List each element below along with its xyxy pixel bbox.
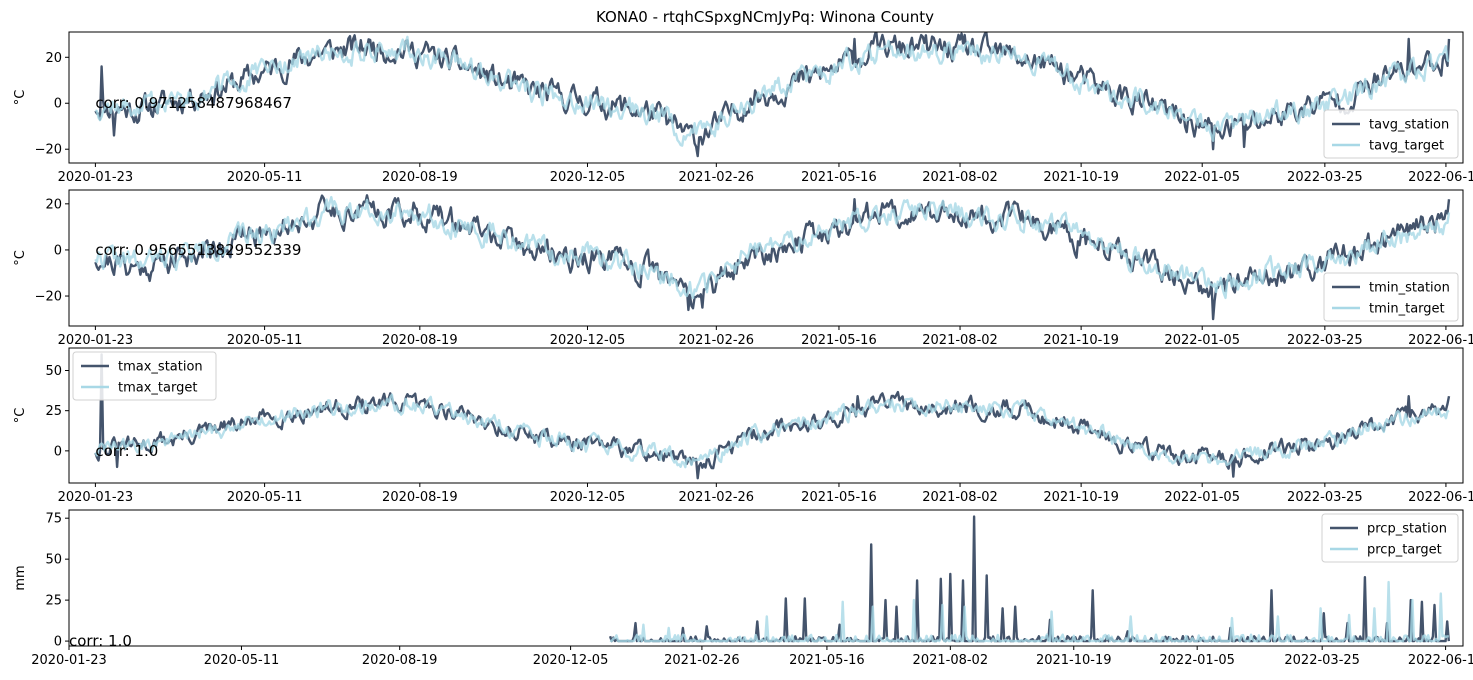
legend-label: tmax_station [118, 360, 203, 375]
y-axis-label: °C [13, 408, 28, 424]
axes-frame [68, 509, 1464, 647]
x-tick-label: 2020-08-19 [382, 490, 458, 505]
legend-label: tmin_station [1369, 281, 1450, 296]
y-axis-label: °C [13, 90, 28, 106]
plot-area [94, 32, 1451, 158]
y-axis-label: mm [13, 565, 28, 590]
x-tick-label: 2022-06-11 [1408, 653, 1473, 668]
x-tick-label: 2022-01-05 [1164, 333, 1240, 348]
tmin_target-line [94, 195, 1451, 300]
plot-area [94, 194, 1451, 321]
x-tick-label: 2020-05-11 [227, 490, 303, 505]
tmax_target-line [94, 393, 1450, 469]
y-tick-label: 0 [54, 635, 62, 650]
legend: tmin_station tmin_target [1323, 272, 1459, 322]
x-tick-label: 2021-02-26 [679, 170, 755, 185]
x-tick-label: 2022-01-05 [1164, 170, 1240, 185]
x-tick-label: 2022-01-05 [1164, 490, 1240, 505]
tavg_target-line [94, 35, 1450, 147]
plot-area [608, 515, 1450, 643]
x-tick-label: 2020-01-23 [58, 170, 134, 185]
x-tick-label: 2022-03-25 [1287, 170, 1363, 185]
y-tick-label: 0 [54, 97, 62, 112]
subplot-tmin: −20 0 20 2020-01-23 2020-05-11 2020-08-19 2020… [13, 189, 1473, 348]
legend-label: prcp_station [1367, 522, 1447, 537]
x-tick-label: 2021-10-19 [1036, 653, 1112, 668]
x-tick-label: 2021-02-26 [679, 333, 755, 348]
x-tick-label: 2020-01-23 [58, 490, 134, 505]
subplot-prcp: 0 25 50 75 2020-01-23 2020-05-11 2020-08-19 202… [13, 509, 1473, 668]
y-tick-label: −20 [35, 290, 62, 305]
y-tick-label: 75 [45, 512, 62, 527]
x-tick-label: 2022-03-25 [1287, 490, 1363, 505]
x-tick-label: 2021-10-19 [1043, 170, 1119, 185]
legend: tavg_station tavg_target [1323, 109, 1459, 159]
x-tick-label: 2020-12-05 [533, 653, 609, 668]
figure-title: KONA0 - rtqhCSpxgNCmJyPq: Winona County [596, 8, 934, 26]
axes-frame [68, 189, 1464, 327]
x-tick-label: 2022-01-05 [1159, 653, 1235, 668]
x-tick-label: 2020-08-19 [362, 653, 438, 668]
prcp_target-line [609, 580, 1449, 643]
y-axis-label: °C [13, 250, 28, 266]
y-tick-label: 25 [45, 594, 62, 609]
x-tick-label: 2020-05-11 [227, 170, 303, 185]
x-tick-label: 2020-01-23 [31, 653, 107, 668]
x-tick-label: 2020-08-19 [382, 170, 458, 185]
tavg_station-line [94, 32, 1451, 158]
legend-label: tavg_station [1369, 118, 1449, 133]
y-tick-label: 20 [45, 197, 62, 212]
axes-frame [68, 31, 1464, 164]
x-tick-label: 2021-05-16 [801, 170, 877, 185]
plot-area [94, 353, 1451, 480]
y-tick-label: 0 [54, 243, 62, 258]
y-tick-label: −20 [35, 143, 62, 158]
x-tick-label: 2021-10-19 [1043, 333, 1119, 348]
axes-frame [68, 347, 1464, 484]
legend-label: tmin_target [1369, 302, 1445, 317]
x-tick-label: 2020-12-05 [550, 490, 626, 505]
correlation-annotation: corr: 1.0 [69, 632, 132, 650]
subplot-tavg: −20 0 20 2020-01-23 2020-05-11 2020-08-19 2020… [13, 31, 1473, 185]
x-tick-label: 2022-03-25 [1287, 333, 1363, 348]
x-tick-label: 2020-05-11 [227, 333, 303, 348]
tmax_station-line [94, 353, 1451, 480]
y-tick-label: 0 [54, 444, 62, 459]
x-tick-label: 2022-06-11 [1408, 333, 1473, 348]
x-tick-label: 2022-06-11 [1408, 490, 1473, 505]
y-tick-label: 50 [45, 553, 62, 568]
x-tick-label: 2021-08-02 [913, 653, 989, 668]
x-tick-label: 2022-06-11 [1408, 170, 1473, 185]
correlation-annotation: corr: 0.971258487968467 [95, 94, 292, 112]
legend-label: tmax_target [118, 381, 197, 396]
x-tick-label: 2021-08-02 [922, 333, 998, 348]
x-tick-label: 2020-01-23 [58, 333, 134, 348]
legend: tmax_station tmax_target [72, 351, 217, 401]
y-tick-label: 20 [45, 51, 62, 66]
x-tick-label: 2021-05-16 [789, 653, 865, 668]
legend-label: prcp_target [1367, 543, 1442, 558]
x-tick-label: 2022-03-25 [1284, 653, 1360, 668]
legend-label: tavg_target [1369, 139, 1444, 154]
x-tick-label: 2020-12-05 [550, 170, 626, 185]
x-tick-label: 2020-08-19 [382, 333, 458, 348]
x-tick-label: 2020-05-11 [204, 653, 280, 668]
subplot-tmax: 0 25 50 2020-01-23 2020-05-11 2020-08-19 2020-… [13, 347, 1473, 505]
x-tick-label: 2021-05-16 [801, 333, 877, 348]
y-tick-label: 50 [45, 364, 62, 379]
y-tick-label: 25 [45, 404, 62, 419]
x-tick-label: 2021-02-26 [664, 653, 740, 668]
x-tick-label: 2021-02-26 [679, 490, 755, 505]
legend: prcp_station prcp_target [1321, 513, 1459, 563]
x-tick-label: 2021-05-16 [801, 490, 877, 505]
x-tick-label: 2021-08-02 [922, 170, 998, 185]
x-tick-label: 2021-10-19 [1043, 490, 1119, 505]
x-tick-label: 2021-08-02 [922, 490, 998, 505]
correlation-annotation: corr: 0.9565513829552339 [95, 241, 301, 259]
correlation-annotation: corr: 1.0 [95, 442, 158, 460]
x-tick-label: 2020-12-05 [550, 333, 626, 348]
